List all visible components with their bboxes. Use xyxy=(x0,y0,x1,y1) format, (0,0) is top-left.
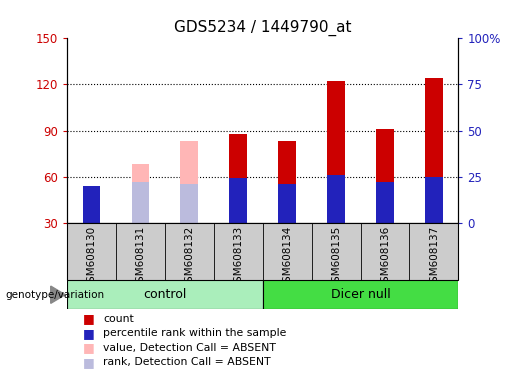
Bar xyxy=(327,175,345,223)
Bar xyxy=(131,164,149,223)
Text: GSM608133: GSM608133 xyxy=(233,225,243,289)
Text: percentile rank within the sample: percentile rank within the sample xyxy=(103,328,286,338)
Bar xyxy=(180,141,198,223)
Text: GSM608132: GSM608132 xyxy=(184,225,194,289)
Text: rank, Detection Call = ABSENT: rank, Detection Call = ABSENT xyxy=(103,358,270,367)
Bar xyxy=(425,78,443,223)
Text: ■: ■ xyxy=(82,341,94,354)
Text: GSM608131: GSM608131 xyxy=(135,225,145,289)
Bar xyxy=(278,184,296,223)
Bar xyxy=(327,81,345,223)
Bar xyxy=(229,179,247,223)
Bar xyxy=(376,182,394,223)
Bar xyxy=(180,184,198,223)
Text: ■: ■ xyxy=(82,327,94,340)
Bar xyxy=(82,186,100,223)
Bar xyxy=(82,203,100,223)
Text: Dicer null: Dicer null xyxy=(331,288,390,301)
Text: ■: ■ xyxy=(82,312,94,325)
Bar xyxy=(376,129,394,223)
Text: genotype/variation: genotype/variation xyxy=(5,290,104,300)
Text: ■: ■ xyxy=(82,356,94,369)
Text: count: count xyxy=(103,314,134,324)
Bar xyxy=(67,280,263,309)
Title: GDS5234 / 1449790_at: GDS5234 / 1449790_at xyxy=(174,20,351,36)
Bar xyxy=(131,182,149,223)
Text: GSM608135: GSM608135 xyxy=(331,225,341,289)
Text: value, Detection Call = ABSENT: value, Detection Call = ABSENT xyxy=(103,343,276,353)
Text: GSM608136: GSM608136 xyxy=(380,225,390,289)
Polygon shape xyxy=(50,286,65,303)
Bar xyxy=(229,134,247,223)
Bar xyxy=(425,177,443,223)
Text: control: control xyxy=(143,288,186,301)
Text: GSM608134: GSM608134 xyxy=(282,225,292,289)
Bar xyxy=(278,141,296,223)
Bar xyxy=(263,280,458,309)
Text: GSM608137: GSM608137 xyxy=(429,225,439,289)
Text: GSM608130: GSM608130 xyxy=(87,225,96,289)
